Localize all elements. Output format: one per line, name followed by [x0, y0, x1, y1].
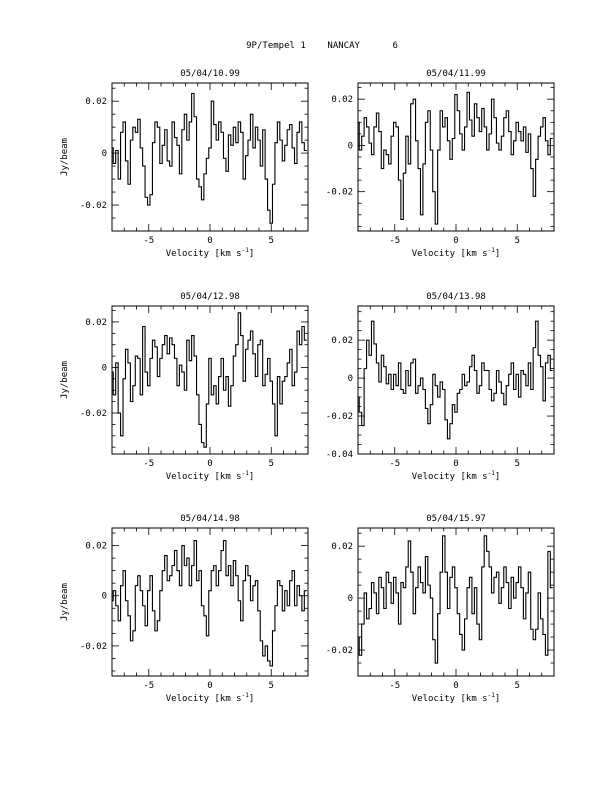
- x-axis-label: Velocity [km s-1]: [166, 247, 255, 259]
- y-tick-label: 0.02: [85, 542, 107, 552]
- y-tick-label: 0: [348, 141, 353, 151]
- x-axis-label-exponent: -1: [488, 692, 496, 699]
- x-tick-label: 5: [269, 681, 274, 691]
- spectrum-line: [358, 320, 553, 440]
- y-axis-label: Jy/beam: [60, 583, 70, 621]
- x-axis-label: Velocity [km s-1]: [412, 692, 501, 704]
- x-axis-label-exponent: -1: [242, 692, 250, 699]
- y-tick-label: -0.02: [326, 412, 353, 422]
- y-tick-label: -0.02: [80, 642, 107, 652]
- x-tick-label: -5: [143, 236, 154, 246]
- x-tick-label: 0: [207, 459, 212, 469]
- y-tick-label: -0.04: [326, 450, 353, 460]
- x-axis-label-exponent: -1: [242, 247, 250, 254]
- x-tick-label: 5: [515, 236, 520, 246]
- x-axis-label: Velocity [km s-1]: [166, 692, 255, 704]
- x-tick-label: -5: [143, 681, 154, 691]
- x-axis-label-exponent: -1: [242, 470, 250, 477]
- x-axis-label-close: ]: [495, 694, 500, 704]
- x-tick-label: 5: [515, 681, 520, 691]
- spectrum-line: [358, 91, 553, 225]
- y-tick-label: 0: [348, 594, 353, 604]
- x-axis-label-exponent: -1: [488, 470, 496, 477]
- y-axis-label: Jy/beam: [60, 138, 70, 176]
- spectrum-line: [112, 92, 307, 224]
- spectrum-line: [358, 535, 553, 664]
- x-tick-label: -5: [389, 459, 400, 469]
- x-axis-label-exponent: -1: [488, 247, 496, 254]
- y-tick-label: 0: [102, 592, 107, 602]
- panel-title: 05/04/10.99: [180, 69, 240, 79]
- x-axis-label-close: ]: [495, 249, 500, 259]
- x-axis-label-close: ]: [249, 694, 254, 704]
- x-tick-label: -5: [143, 459, 154, 469]
- y-tick-label: -0.02: [80, 201, 107, 211]
- y-tick-label: 0.02: [331, 95, 353, 105]
- x-tick-label: 0: [453, 459, 458, 469]
- x-axis-label-text: Velocity [km s: [166, 249, 242, 259]
- x-axis-label: Velocity [km s-1]: [412, 247, 501, 259]
- x-axis-label-text: Velocity [km s: [166, 472, 242, 482]
- panel-title: 05/04/13.98: [426, 292, 486, 302]
- x-axis-label-close: ]: [249, 249, 254, 259]
- x-tick-label: 0: [453, 236, 458, 246]
- y-tick-label: 0: [348, 374, 353, 384]
- x-tick-label: 0: [207, 236, 212, 246]
- spectrum-line: [112, 539, 307, 667]
- x-axis-label-close: ]: [249, 472, 254, 482]
- x-axis-label-text: Velocity [km s: [412, 249, 488, 259]
- y-tick-label: -0.02: [326, 188, 353, 198]
- x-tick-label: 0: [207, 681, 212, 691]
- panel-title: 05/04/15.97: [426, 514, 486, 524]
- x-tick-label: 5: [515, 459, 520, 469]
- spectrum-line: [112, 312, 307, 448]
- y-tick-label: -0.02: [80, 409, 107, 419]
- panel-title: 05/04/14.98: [180, 514, 240, 524]
- page-title: 9P/Tempel 1 NANCAY 6: [246, 41, 398, 51]
- y-tick-label: 0.02: [85, 97, 107, 107]
- panel-title: 05/04/11.99: [426, 69, 486, 79]
- chart-panel-6: -5 0 5 -0.02 0 0.02 05/04/15.97 Velocity [km s-…: [326, 514, 555, 704]
- chart-panel-4: -5 0 5 -0.04 -0.02 0 0.02 05/04/13.98 Velocity […: [326, 292, 555, 482]
- x-tick-label: -5: [389, 681, 400, 691]
- y-tick-label: 0.02: [85, 318, 107, 328]
- y-tick-label: 0.02: [331, 336, 353, 346]
- y-tick-label: 0.02: [331, 542, 353, 552]
- x-tick-label: 5: [269, 459, 274, 469]
- panel-title: 05/04/12.98: [180, 292, 240, 302]
- x-axis-label: Velocity [km s-1]: [412, 470, 501, 482]
- x-tick-label: 5: [269, 236, 274, 246]
- x-axis-label-text: Velocity [km s: [412, 472, 488, 482]
- x-tick-label: -5: [389, 236, 400, 246]
- x-axis-label-close: ]: [495, 472, 500, 482]
- chart-panel-3: -5 0 5 -0.02 0 0.02 05/04/12.98 Velocity [km s-…: [60, 292, 309, 482]
- x-tick-label: 0: [453, 681, 458, 691]
- chart-panel-2: -5 0 5 -0.02 0 0.02 05/04/11.99 Velocity [km s-…: [326, 69, 555, 259]
- x-axis-label-text: Velocity [km s: [412, 694, 488, 704]
- x-axis-label: Velocity [km s-1]: [166, 470, 255, 482]
- y-tick-label: 0: [102, 363, 107, 373]
- y-axis-label: Jy/beam: [60, 361, 70, 399]
- y-tick-label: 0: [102, 149, 107, 159]
- y-tick-label: -0.02: [326, 646, 353, 656]
- chart-panel-5: -5 0 5 -0.02 0 0.02 05/04/14.98 Velocity [km s-…: [60, 514, 309, 704]
- chart-panel-1: -5 0 5 -0.02 0 0.02 05/04/10.99 Velocity [km s-…: [60, 69, 309, 259]
- x-axis-label-text: Velocity [km s: [166, 694, 242, 704]
